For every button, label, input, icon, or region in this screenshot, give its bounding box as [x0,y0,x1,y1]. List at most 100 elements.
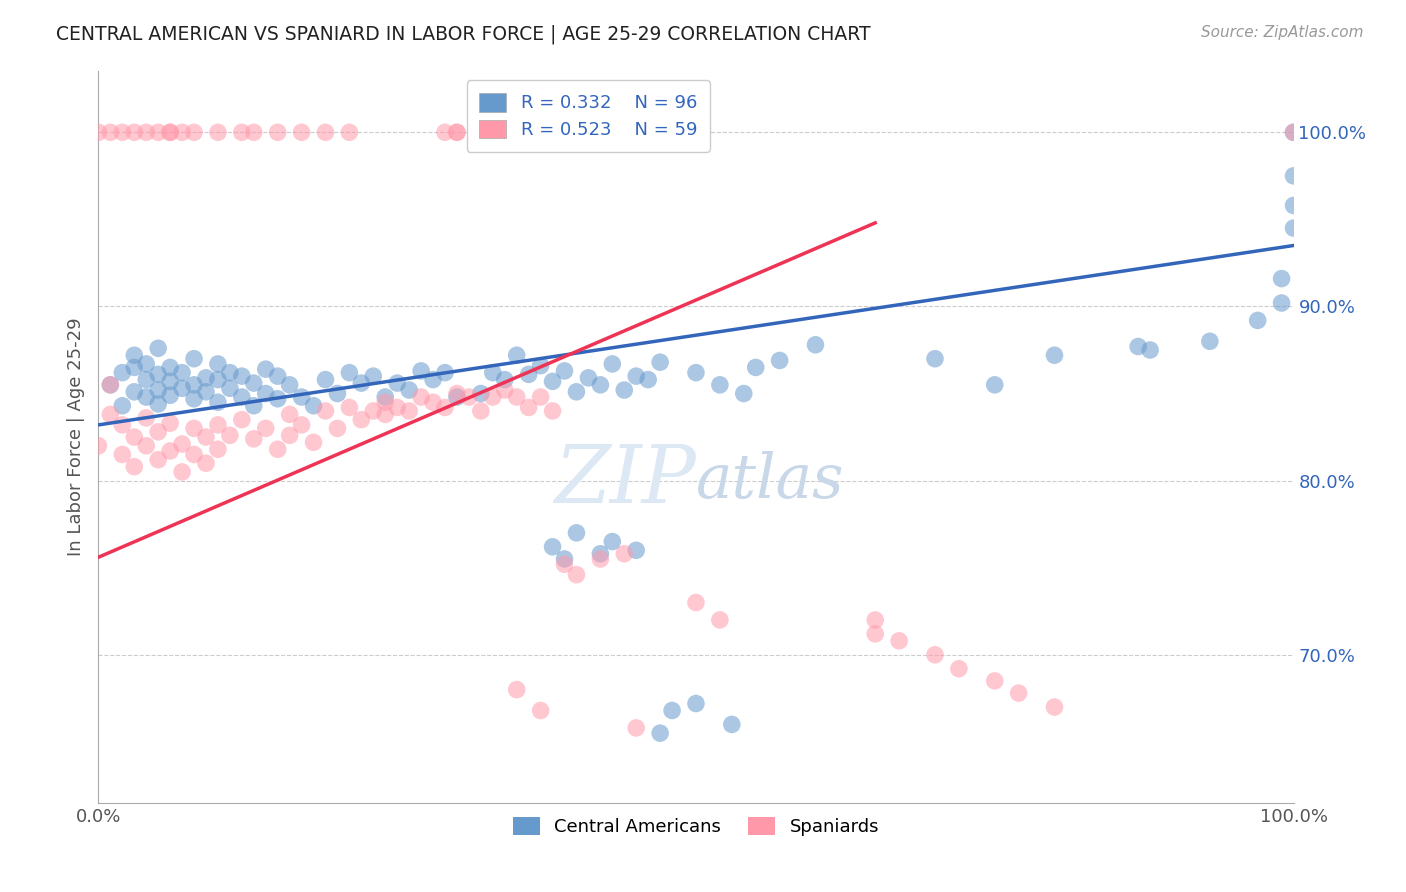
Point [267,392,290,406]
Point [685,366,707,380]
Point [183,421,205,435]
Point [315,373,337,387]
Point [135,357,157,371]
Point [87,125,110,139]
Point [470,404,492,418]
Point [446,125,468,139]
Point [124,459,146,474]
Point [374,408,396,422]
Point [948,662,970,676]
Point [315,404,337,418]
Point [135,373,157,387]
Point [1043,348,1066,362]
Point [494,373,516,387]
Point [924,351,946,366]
Point [111,448,134,462]
Text: ZIP: ZIP [554,442,696,520]
Point [207,417,229,432]
Point [231,390,253,404]
Point [148,125,170,139]
Text: CENTRAL AMERICAN VS SPANIARD IN LABOR FORCE | AGE 25-29 CORRELATION CHART: CENTRAL AMERICAN VS SPANIARD IN LABOR FO… [56,25,870,45]
Point [589,377,612,392]
Point [924,648,946,662]
Point [243,125,266,139]
Point [1043,700,1066,714]
Point [745,360,768,375]
Point [207,125,229,139]
Point [231,125,253,139]
Point [195,456,218,470]
Point [291,125,314,139]
Point [315,125,337,139]
Point [148,452,170,467]
Point [339,125,361,139]
Point [267,369,290,384]
Point [219,381,242,395]
Point [243,432,266,446]
Point [517,368,540,382]
Point [422,373,444,387]
Point [385,376,409,390]
Point [231,412,253,426]
Point [398,383,420,397]
Point [889,633,911,648]
Point [98,377,122,392]
Point [602,357,624,371]
Point [984,377,1007,392]
Point [278,428,301,442]
Point [1282,125,1305,139]
Point [446,390,468,404]
Point [172,437,194,451]
Point [589,547,612,561]
Point [446,125,468,139]
Point [231,369,253,384]
Point [385,401,409,415]
Point [709,613,731,627]
Point [1271,271,1294,285]
Point [554,552,576,566]
Legend: Central Americans, Spaniards: Central Americans, Spaniards [503,807,889,845]
Point [326,421,349,435]
Point [98,377,122,392]
Point [363,369,385,384]
Point [1282,169,1305,183]
Point [733,386,755,401]
Point [1128,339,1150,353]
Point [291,390,314,404]
Point [530,704,553,718]
Point [1271,296,1294,310]
Point [339,401,361,415]
Point [434,366,457,380]
Point [172,125,194,139]
Point [648,726,672,740]
Point [148,397,170,411]
Point [506,348,529,362]
Point [411,390,433,404]
Point [302,435,325,450]
Point [434,401,457,415]
Point [159,388,181,402]
Point [302,399,325,413]
Point [159,375,181,389]
Point [159,416,181,430]
Point [148,341,170,355]
Point [613,383,636,397]
Point [565,525,588,540]
Point [172,381,194,395]
Point [243,376,266,390]
Point [374,390,396,404]
Point [195,384,218,399]
Point [172,366,194,380]
Text: atlas: atlas [696,451,845,511]
Point [1199,334,1222,349]
Point [254,421,277,435]
Point [111,417,134,432]
Point [207,395,229,409]
Point [98,408,122,422]
Point [517,401,540,415]
Point [768,353,790,368]
Point [183,448,205,462]
Point [183,351,205,366]
Point [159,444,181,458]
Point [363,404,385,418]
